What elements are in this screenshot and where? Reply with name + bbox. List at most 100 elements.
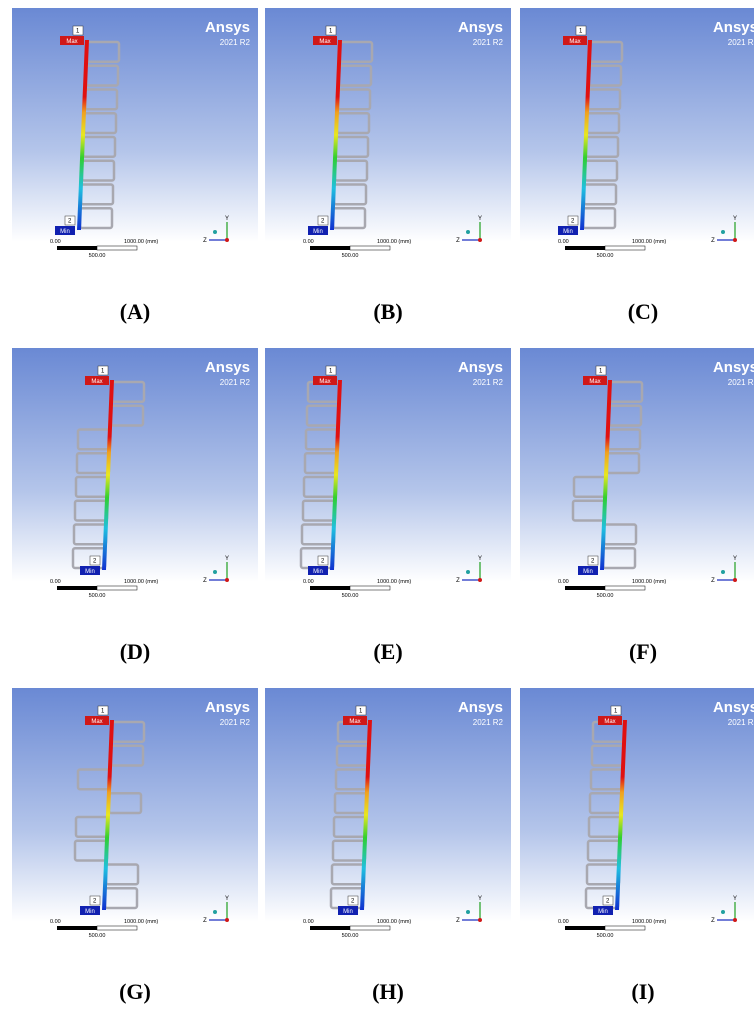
brand: Ansys: [205, 359, 250, 376]
scale-end: 1000.00 (mm): [124, 579, 158, 585]
scale-start: 0.00: [558, 919, 569, 925]
axis-z-label: Z: [711, 238, 715, 244]
max-label: Max: [91, 719, 102, 725]
view-dot: [466, 570, 470, 574]
view-dot: [721, 910, 725, 914]
scale-start: 0.00: [50, 239, 61, 245]
axis-z-label: Z: [203, 238, 207, 244]
min-label: Min: [85, 909, 95, 915]
brand: Ansys: [458, 19, 503, 36]
axis-origin: [478, 238, 482, 242]
axis-z-label: Z: [456, 578, 460, 584]
min-label: Min: [313, 569, 323, 575]
scale-start: 0.00: [50, 579, 61, 585]
min-label: Min: [598, 909, 608, 915]
scale-black: [565, 246, 605, 250]
scale-start: 0.00: [303, 579, 314, 585]
axis-origin: [733, 918, 737, 922]
scale-mid: 500.00: [597, 593, 614, 599]
scale-mid: 500.00: [597, 253, 614, 259]
axis-z-label: Z: [203, 918, 207, 924]
axis-origin: [225, 918, 229, 922]
version: 2021 R2: [473, 718, 504, 727]
panel-label: (A): [120, 299, 151, 324]
version: 2021 R2: [220, 718, 251, 727]
panel: Ansys2021 R21Max2Min0.001000.00 (mm)500.…: [520, 8, 754, 268]
version: 2021 R2: [220, 38, 251, 47]
axis-y-label: Y: [733, 896, 737, 902]
scale-end: 1000.00 (mm): [377, 579, 411, 585]
max-label: Max: [349, 719, 360, 725]
scale-mid: 500.00: [342, 933, 359, 939]
scale-white: [605, 586, 645, 590]
scale-black: [57, 926, 97, 930]
max-label: Max: [66, 39, 77, 45]
axis-y-label: Y: [225, 216, 229, 222]
view-dot: [466, 910, 470, 914]
version: 2021 R2: [728, 378, 754, 387]
panel-label: (B): [373, 299, 402, 324]
axis-y-label: Y: [478, 896, 482, 902]
brand: Ansys: [713, 19, 754, 36]
scale-black: [565, 926, 605, 930]
scale-end: 1000.00 (mm): [632, 919, 666, 925]
viewport: [520, 688, 754, 948]
scale-end: 1000.00 (mm): [124, 919, 158, 925]
max-label: Max: [319, 379, 330, 385]
max-label: Max: [589, 379, 600, 385]
panel-label: (F): [629, 639, 657, 664]
scale-end: 1000.00 (mm): [377, 919, 411, 925]
axis-z-label: Z: [203, 578, 207, 584]
viewport: [12, 348, 258, 608]
axis-y-label: Y: [478, 216, 482, 222]
max-label: Max: [91, 379, 102, 385]
min-label: Min: [583, 569, 593, 575]
brand: Ansys: [713, 699, 754, 716]
brand: Ansys: [713, 359, 754, 376]
scale-white: [97, 586, 137, 590]
axis-y-label: Y: [733, 216, 737, 222]
scale-white: [605, 246, 645, 250]
scale-mid: 500.00: [342, 253, 359, 259]
scale-mid: 500.00: [89, 253, 106, 259]
scale-start: 0.00: [303, 919, 314, 925]
scale-end: 1000.00 (mm): [124, 239, 158, 245]
viewport: [520, 348, 754, 608]
scale-black: [310, 246, 350, 250]
scale-mid: 500.00: [89, 933, 106, 939]
axis-origin: [225, 238, 229, 242]
view-dot: [213, 910, 217, 914]
version: 2021 R2: [728, 718, 754, 727]
scale-mid: 500.00: [89, 593, 106, 599]
scale-white: [97, 926, 137, 930]
viewport: [265, 8, 511, 268]
page: Ansys2021 R21Max2Min0.001000.00 (mm)500.…: [0, 0, 754, 1010]
scale-black: [57, 586, 97, 590]
brand: Ansys: [205, 699, 250, 716]
axis-z-label: Z: [711, 918, 715, 924]
min-label: Min: [85, 569, 95, 575]
brand: Ansys: [205, 19, 250, 36]
panel-label: (C): [628, 299, 659, 324]
panel-label: (E): [373, 639, 402, 664]
max-label: Max: [604, 719, 615, 725]
axis-origin: [225, 578, 229, 582]
min-label: Min: [60, 229, 70, 235]
view-dot: [721, 570, 725, 574]
scale-start: 0.00: [558, 239, 569, 245]
axis-origin: [478, 578, 482, 582]
scale-end: 1000.00 (mm): [377, 239, 411, 245]
axis-z-label: Z: [456, 918, 460, 924]
panel: Ansys2021 R21Max2Min0.001000.00 (mm)500.…: [12, 8, 258, 268]
min-label: Min: [563, 229, 573, 235]
brand: Ansys: [458, 699, 503, 716]
figure: Ansys2021 R21Max2Min0.001000.00 (mm)500.…: [0, 0, 754, 1010]
version: 2021 R2: [473, 378, 504, 387]
viewport: [12, 8, 258, 268]
max-label: Max: [569, 39, 580, 45]
scale-mid: 500.00: [342, 593, 359, 599]
panel: Ansys2021 R21Max2Min0.001000.00 (mm)500.…: [265, 8, 511, 268]
